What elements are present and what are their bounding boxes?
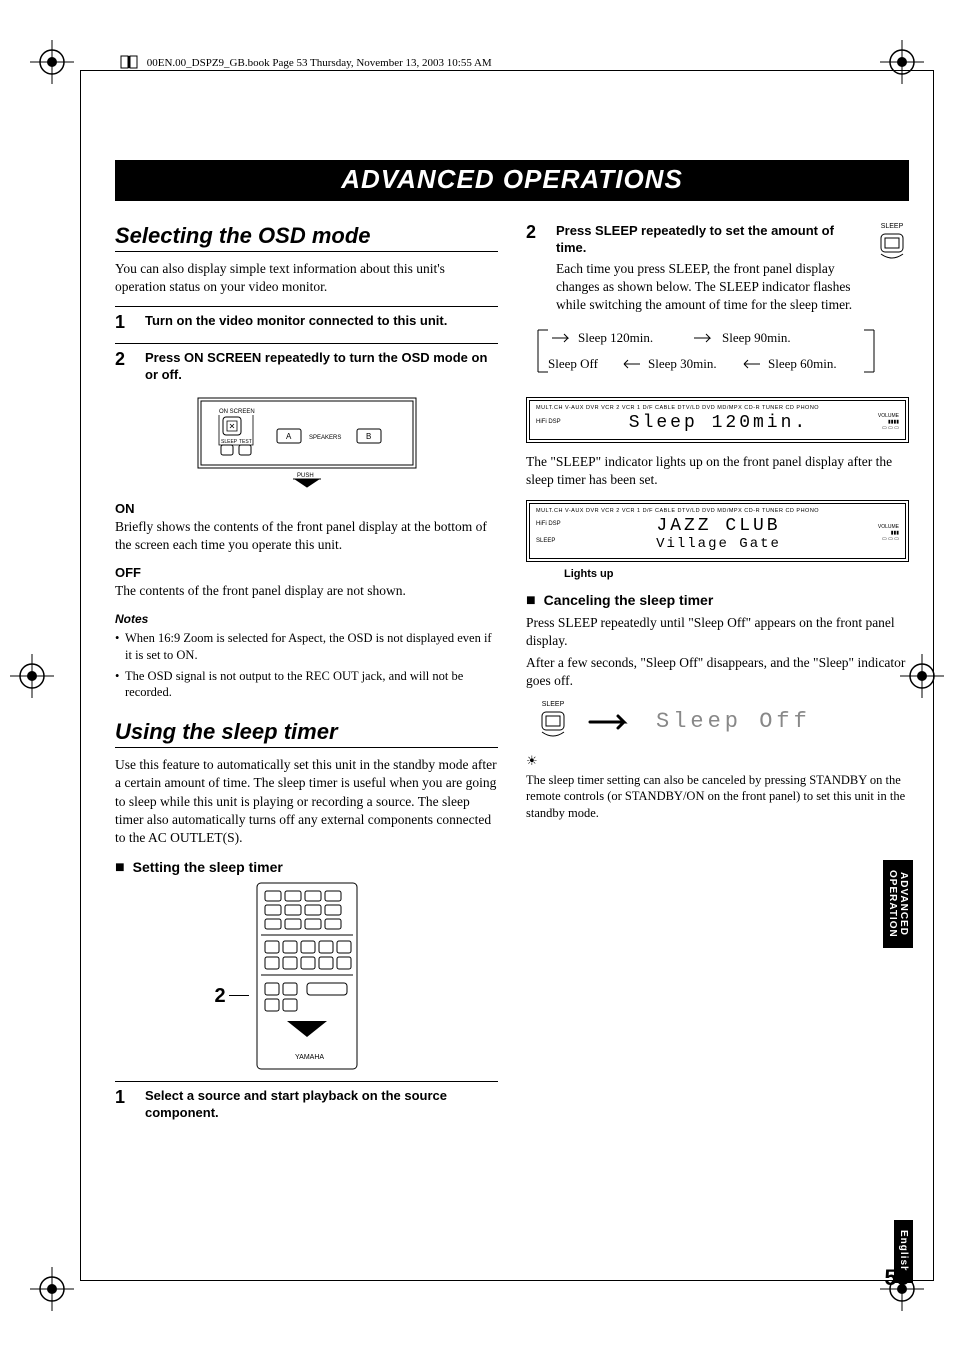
- svg-text:SPEAKERS: SPEAKERS: [309, 435, 341, 441]
- lcd-main-text: JAZZ CLUB: [572, 516, 865, 536]
- square-bullet-icon: ■: [526, 592, 536, 609]
- arrow-right-icon: [588, 712, 638, 732]
- section-title-osd: Selecting the OSD mode: [115, 223, 498, 252]
- page-banner: ADVANCED OPERATIONS: [115, 160, 909, 201]
- svg-text:A: A: [286, 432, 292, 441]
- cancel-text-1: Press SLEEP repeatedly until "Sleep Off"…: [526, 614, 909, 650]
- right-column: 2 Press SLEEP repeatedly to set the amou…: [526, 223, 909, 1135]
- svg-text:Sleep 60min.: Sleep 60min.: [768, 356, 837, 371]
- step-number: 1: [115, 313, 133, 333]
- step-number: 2: [115, 350, 133, 387]
- crop-mark-icon: [10, 654, 54, 698]
- page-number: 53: [885, 1265, 909, 1291]
- step-number: 2: [526, 223, 544, 314]
- sleep-step-1: 1 Select a source and start playback on …: [115, 1081, 498, 1125]
- svg-text:Sleep 90min.: Sleep 90min.: [722, 330, 791, 345]
- left-column: Selecting the OSD mode You can also disp…: [115, 223, 498, 1135]
- crop-mark-icon: [30, 40, 74, 84]
- sleep-step-2: 2 Press SLEEP repeatedly to set the amou…: [526, 223, 909, 314]
- notes-list: When 16:9 Zoom is selected for Aspect, t…: [115, 630, 498, 702]
- side-tab-advanced: ADVANCEDOPERATION: [883, 860, 913, 948]
- svg-text:YAMAHA: YAMAHA: [295, 1054, 324, 1061]
- lcd1-caption: The "SLEEP" indicator lights up on the f…: [526, 453, 909, 489]
- remote-figure: YAMAHA 2: [217, 881, 397, 1071]
- note-item: The OSD signal is not output to the REC …: [115, 668, 498, 702]
- subhead-cancel: ■Canceling the sleep timer: [526, 592, 909, 610]
- osd-step-1: 1 Turn on the video monitor connected to…: [115, 306, 498, 333]
- frame-line: [80, 70, 81, 1281]
- book-icon: [120, 55, 138, 72]
- sleep-cycle-diagram: Sleep 120min. Sleep 90min. Sleep Off Sle…: [526, 324, 909, 385]
- frame-line: [933, 70, 934, 1281]
- step-text: Each time you press SLEEP, the front pan…: [556, 260, 853, 315]
- off-text: The contents of the front panel display …: [115, 582, 498, 600]
- svg-text:Sleep 30min.: Sleep 30min.: [648, 356, 717, 371]
- callout-line: [229, 995, 249, 996]
- sleep-off-text: Sleep Off: [656, 709, 811, 734]
- svg-text:SLEEP: SLEEP: [221, 439, 238, 445]
- step-number: 1: [115, 1088, 133, 1125]
- step-heading: Press SLEEP repeatedly to set the amount…: [556, 223, 853, 257]
- svg-text:TEST: TEST: [239, 439, 252, 445]
- osd-intro: You can also display simple text informa…: [115, 260, 498, 296]
- step-heading: Turn on the video monitor connected to t…: [145, 313, 498, 330]
- sleep-button-figure: SLEEP: [875, 223, 909, 265]
- note-item: When 16:9 Zoom is selected for Aspect, t…: [115, 630, 498, 664]
- svg-text:B: B: [366, 432, 371, 441]
- step-heading: Press ON SCREEN repeatedly to turn the O…: [145, 350, 498, 384]
- svg-text:PUSH: PUSH: [297, 473, 314, 479]
- notes-heading: Notes: [115, 612, 498, 626]
- off-label: OFF: [115, 565, 498, 580]
- section-title-sleep: Using the sleep timer: [115, 719, 498, 748]
- sleep-button-icon: [536, 708, 570, 738]
- tip-icon: ☀: [526, 753, 909, 769]
- sleep-intro: Use this feature to automatically set th…: [115, 756, 498, 847]
- sleep-btn-label: SLEEP: [875, 223, 909, 230]
- lcd2-caption: Lights up: [564, 568, 909, 580]
- running-head-text: 00EN.00_DSPZ9_GB.book Page 53 Thursday, …: [147, 57, 492, 69]
- lcd-display-2: MULT.CH V-AUX DVR VCR 2 VCR 1 D/F CABLE …: [526, 500, 909, 562]
- running-head: 00EN.00_DSPZ9_GB.book Page 53 Thursday, …: [120, 55, 492, 72]
- lcd-hifi-label: HiFi DSP: [536, 419, 572, 425]
- svg-text:Sleep Off: Sleep Off: [548, 356, 599, 371]
- remote-callout-number: 2: [215, 985, 226, 1008]
- sleep-btn-label: SLEEP: [536, 701, 570, 708]
- osd-step-2: 2 Press ON SCREEN repeatedly to turn the…: [115, 343, 498, 387]
- subhead-setting: ■Setting the sleep timer: [115, 859, 498, 877]
- sleep-off-figure: SLEEP Sleep Off: [536, 701, 909, 743]
- crop-mark-icon: [30, 1267, 74, 1311]
- tip-text: The sleep timer setting can also be canc…: [526, 772, 909, 823]
- lcd-main-text: Sleep 120min.: [572, 413, 865, 433]
- lcd-sub-text: Village Gate: [572, 536, 865, 552]
- cancel-text-2: After a few seconds, "Sleep Off" disappe…: [526, 654, 909, 690]
- on-label: ON: [115, 501, 498, 516]
- square-bullet-icon: ■: [115, 859, 125, 876]
- front-panel-figure: ON SCREEN SLEEP TEST A SPEAKERS B PUSH: [197, 397, 417, 489]
- crop-mark-icon: [880, 40, 924, 84]
- svg-text:ON SCREEN: ON SCREEN: [219, 409, 255, 415]
- on-text: Briefly shows the contents of the front …: [115, 518, 498, 554]
- svg-text:Sleep 120min.: Sleep 120min.: [578, 330, 653, 345]
- step-heading: Select a source and start playback on th…: [145, 1088, 498, 1122]
- lcd-display-1: MULT.CH V-AUX DVR VCR 2 VCR 1 D/F CABLE …: [526, 397, 909, 443]
